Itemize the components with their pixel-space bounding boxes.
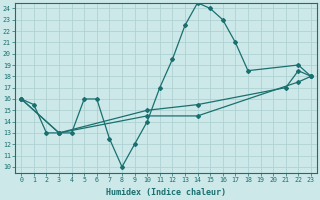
X-axis label: Humidex (Indice chaleur): Humidex (Indice chaleur) bbox=[106, 188, 226, 197]
